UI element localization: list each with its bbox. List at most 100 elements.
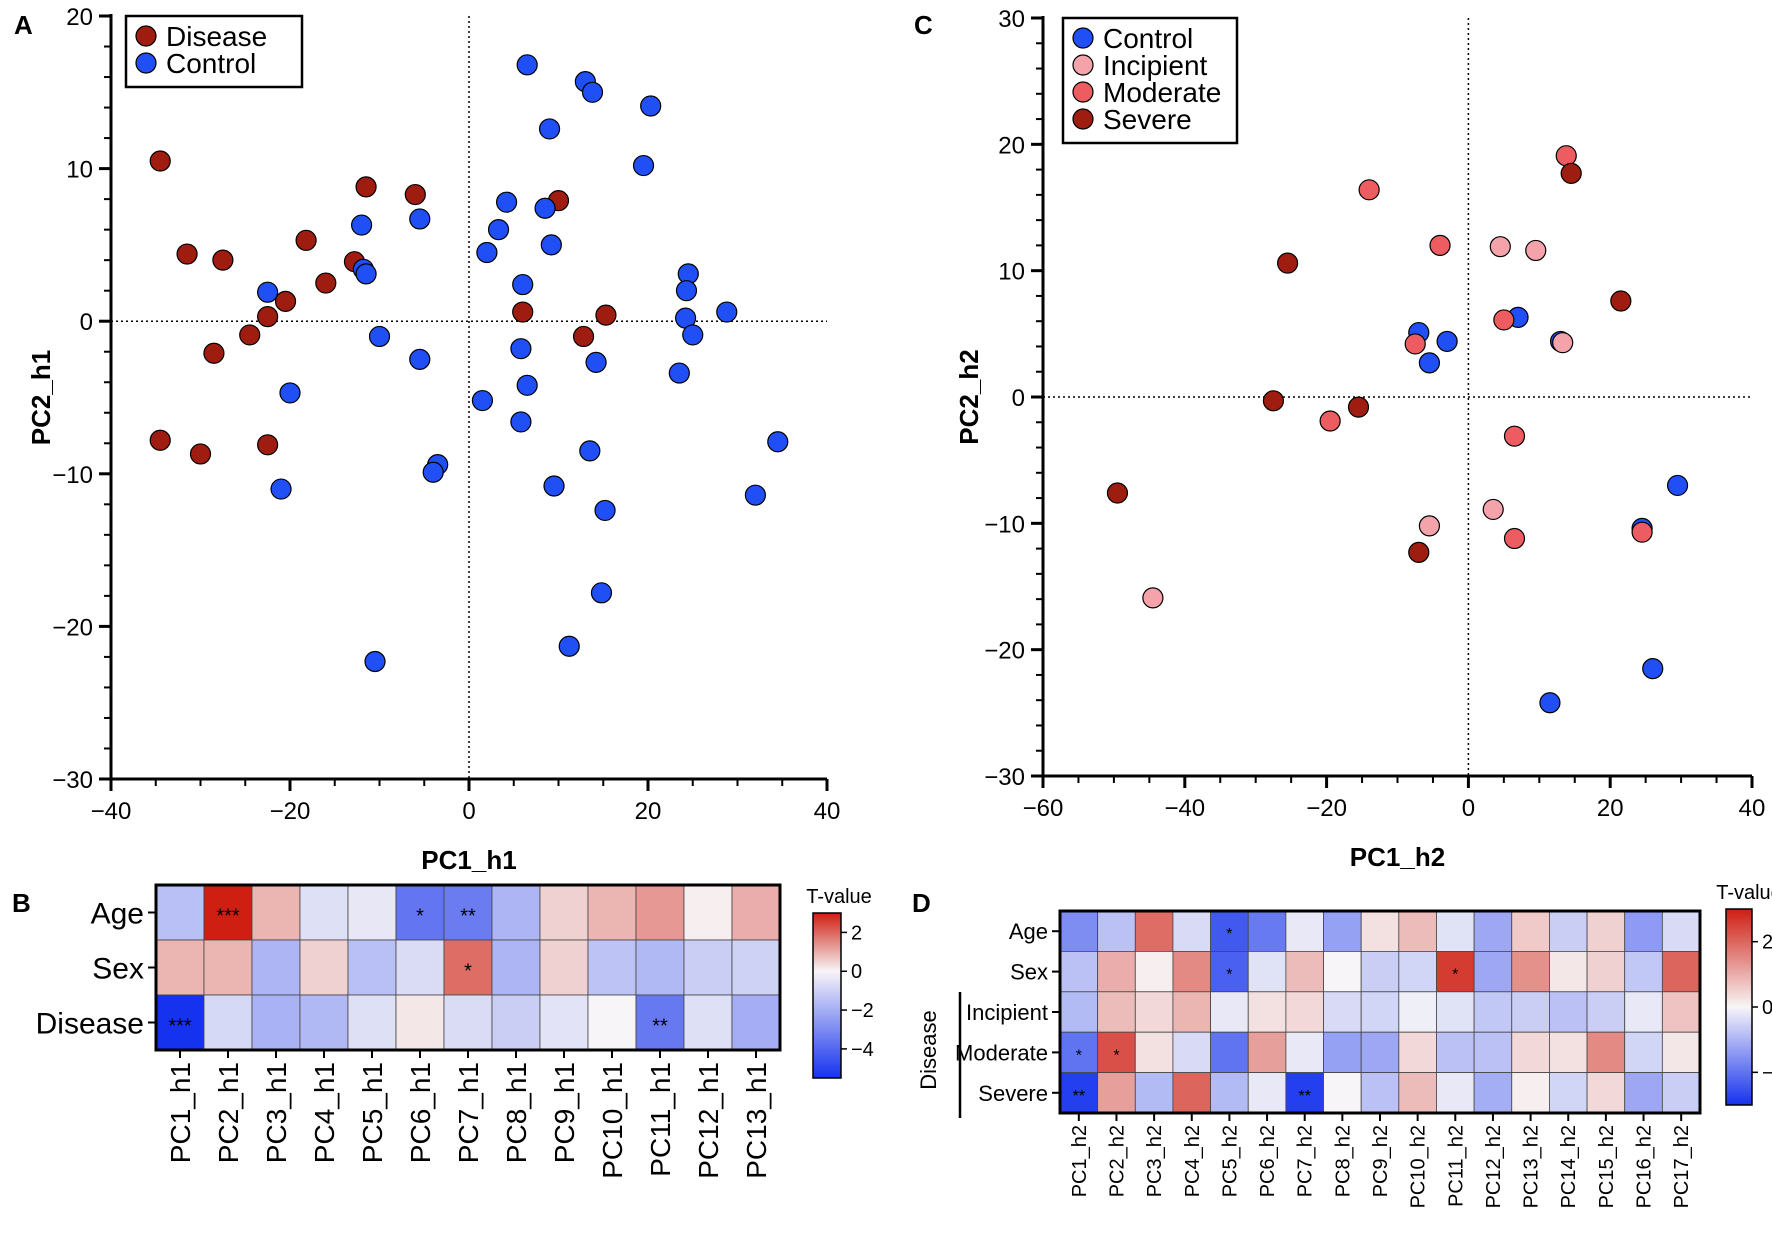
- heat-cell: [1586, 991, 1626, 1033]
- point-control: [270, 478, 292, 500]
- colorbar-tick-label: −2: [851, 1000, 874, 1022]
- group-label-disease: Disease: [916, 1010, 941, 1089]
- heat-cell: [1661, 1072, 1701, 1114]
- heat-cell: [251, 884, 301, 941]
- point-incipient: [1552, 332, 1574, 354]
- heat-cell: [683, 884, 733, 941]
- point-control: [1642, 658, 1664, 680]
- point-control: [538, 118, 561, 140]
- heat-cell: [1247, 991, 1287, 1033]
- heat-cell: [1097, 910, 1136, 952]
- col-label-pc1-h2: PC1_h2: [1069, 1125, 1091, 1197]
- heat-cell: [395, 994, 445, 1051]
- point-disease: [355, 176, 377, 198]
- point-disease: [315, 272, 337, 294]
- heat-cell: [1624, 1031, 1663, 1073]
- heat-cell: [539, 994, 589, 1051]
- heat-cell: [299, 939, 349, 996]
- point-moderate: [1404, 333, 1426, 355]
- point-severe: [1106, 482, 1129, 504]
- point-incipient: [1489, 236, 1511, 258]
- heat-cell: [347, 994, 397, 1051]
- heat-cell: [203, 939, 253, 996]
- heat-cell: [587, 939, 637, 996]
- significance-stars: *: [1113, 1047, 1119, 1064]
- heat-cell: [491, 994, 541, 1051]
- heat-cell: [1624, 951, 1663, 993]
- col-label-pc15-h2: PC15_h2: [1596, 1125, 1618, 1208]
- y-tick-label: 10: [998, 259, 1025, 286]
- heat-cell: [539, 939, 589, 996]
- point-severe: [1408, 541, 1430, 563]
- point-control: [558, 635, 580, 657]
- heat-cell: [731, 884, 781, 941]
- heat-cell: [491, 939, 541, 996]
- heat-cell: [1285, 1072, 1324, 1114]
- heat-cell: [731, 994, 781, 1051]
- point-severe: [1560, 162, 1582, 184]
- heat-cell: [1172, 1031, 1211, 1073]
- heat-cell: [1134, 991, 1174, 1033]
- point-control: [1539, 692, 1561, 714]
- heat-cell: [1360, 951, 1400, 993]
- legend-label-incipient: Incipient: [1103, 50, 1208, 81]
- heat-cell: [1323, 1031, 1362, 1073]
- point-moderate: [1493, 309, 1515, 331]
- panel-letter-d: D: [912, 888, 931, 918]
- y-tick-label: −20: [984, 638, 1025, 665]
- heat-cell: [1172, 1072, 1211, 1114]
- heat-cell: [1059, 951, 1099, 993]
- colorbar-tick-label: 2: [851, 922, 862, 944]
- col-label-pc11-h1: PC11_h1: [645, 1062, 676, 1177]
- row-label-sex: Sex: [92, 953, 144, 986]
- heat-cell: [443, 994, 493, 1051]
- col-label-pc5-h2: PC5_h2: [1219, 1125, 1241, 1197]
- point-disease: [149, 150, 171, 172]
- colorbar-tick-label: −4: [851, 1039, 874, 1061]
- heat-cell: [1624, 991, 1663, 1033]
- y-tick-label: −20: [52, 614, 93, 641]
- heat-cell: [395, 939, 445, 996]
- point-control: [640, 95, 662, 117]
- y-tick-label: 30: [998, 6, 1025, 33]
- point-severe: [1262, 390, 1285, 412]
- heat-cell: [1398, 1031, 1437, 1073]
- y-tick-label: 20: [998, 132, 1025, 159]
- heat-cell: [1285, 951, 1324, 993]
- row-label-age: Age: [1009, 919, 1048, 944]
- heat-cell: [1323, 951, 1362, 993]
- point-moderate: [1555, 145, 1577, 167]
- panel-c-scatter: C −30 −20 −10 0 10 20 30 −60 −40 −20 0 20 40 PC1_h2 PC2…: [914, 6, 1765, 872]
- heat-cell: [1436, 991, 1475, 1033]
- col-label-pc6-h1: PC6_h1: [405, 1062, 436, 1163]
- point-moderate: [1358, 179, 1380, 201]
- point-control: [510, 411, 532, 433]
- col-label-pc8-h1: PC8_h1: [501, 1062, 532, 1163]
- heat-cell: [1360, 1072, 1400, 1114]
- col-label-pc7-h1: PC7_h1: [453, 1062, 484, 1163]
- point-control: [409, 348, 431, 370]
- point-disease: [274, 290, 297, 312]
- x-axis-title: PC1_h2: [1350, 842, 1445, 872]
- legend-box: [124, 14, 304, 89]
- x-tick-label: 0: [462, 798, 475, 825]
- point-control: [1436, 330, 1458, 353]
- point-disease: [257, 434, 279, 456]
- y-axis-title: PC2_h2: [954, 349, 984, 444]
- heat-cell: [1398, 1072, 1437, 1114]
- x-axis-title: PC1_h1: [421, 845, 516, 875]
- heat-cell: [1436, 1072, 1475, 1114]
- heat-cell: [1285, 1031, 1324, 1073]
- x-tick-label: −60: [1023, 795, 1064, 822]
- point-control: [682, 324, 704, 346]
- significance-stars: *: [1452, 967, 1458, 984]
- point-control: [1418, 352, 1441, 374]
- point-severe: [1347, 396, 1370, 418]
- col-label-pc3-h1: PC3_h1: [261, 1062, 292, 1163]
- point-severe: [1610, 290, 1632, 312]
- y-tick-label: −10: [52, 462, 93, 489]
- point-disease: [203, 342, 225, 364]
- col-label-pc5-h1: PC5_h1: [357, 1062, 388, 1163]
- significance-stars: *: [416, 906, 424, 928]
